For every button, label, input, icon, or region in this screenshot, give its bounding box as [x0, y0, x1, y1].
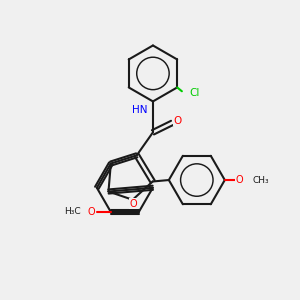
Text: O: O: [235, 175, 243, 185]
Text: H₃C: H₃C: [64, 208, 81, 217]
Text: O: O: [129, 199, 137, 209]
Text: Cl: Cl: [189, 88, 199, 98]
Text: CH₃: CH₃: [253, 176, 269, 184]
Text: O: O: [87, 207, 94, 217]
Text: O: O: [173, 116, 181, 126]
Text: HN: HN: [132, 105, 147, 115]
